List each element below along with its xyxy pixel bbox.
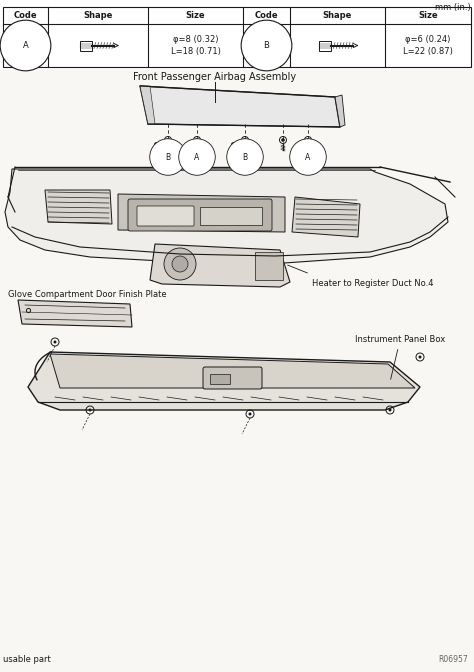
Text: Instrument Panel Box: Instrument Panel Box bbox=[355, 335, 445, 379]
Polygon shape bbox=[335, 95, 345, 127]
Bar bbox=[80, 40, 92, 50]
Text: mm (in.): mm (in.) bbox=[435, 3, 471, 12]
Text: φ=8 (0.32)
L=18 (0.71): φ=8 (0.32) L=18 (0.71) bbox=[171, 35, 220, 56]
Text: Size: Size bbox=[186, 11, 205, 20]
FancyBboxPatch shape bbox=[128, 199, 272, 231]
Text: Shape: Shape bbox=[83, 11, 113, 20]
Text: usable part: usable part bbox=[3, 655, 51, 664]
Circle shape bbox=[172, 256, 188, 272]
Circle shape bbox=[54, 341, 56, 343]
Circle shape bbox=[89, 409, 91, 411]
Bar bbox=[210, 374, 230, 384]
Polygon shape bbox=[45, 190, 112, 224]
Text: A: A bbox=[305, 153, 310, 161]
Text: B: B bbox=[242, 153, 247, 161]
Circle shape bbox=[307, 138, 310, 142]
Text: A: A bbox=[194, 153, 200, 161]
Text: R06957: R06957 bbox=[438, 655, 468, 664]
Text: B: B bbox=[264, 41, 269, 50]
Polygon shape bbox=[140, 86, 340, 127]
Circle shape bbox=[248, 413, 252, 415]
Text: Front Passenger Airbag Assembly: Front Passenger Airbag Assembly bbox=[134, 72, 297, 82]
Polygon shape bbox=[28, 352, 420, 410]
FancyBboxPatch shape bbox=[203, 367, 262, 389]
Polygon shape bbox=[150, 244, 290, 287]
Circle shape bbox=[166, 138, 170, 142]
Bar bbox=[0, 69, 474, 672]
Circle shape bbox=[419, 355, 421, 358]
Polygon shape bbox=[140, 86, 155, 124]
Text: A: A bbox=[23, 41, 28, 50]
FancyBboxPatch shape bbox=[137, 206, 194, 226]
Circle shape bbox=[244, 138, 246, 142]
Circle shape bbox=[164, 248, 196, 280]
Text: Heater to Register Duct No.4: Heater to Register Duct No.4 bbox=[312, 280, 434, 288]
Text: Code: Code bbox=[255, 11, 278, 20]
Text: Shape: Shape bbox=[323, 11, 352, 20]
Text: Size: Size bbox=[418, 11, 438, 20]
Circle shape bbox=[195, 138, 199, 142]
Text: φ=6 (0.24)
L=22 (0.87): φ=6 (0.24) L=22 (0.87) bbox=[403, 35, 453, 56]
Polygon shape bbox=[292, 197, 360, 237]
Polygon shape bbox=[18, 300, 132, 327]
Bar bbox=[255, 252, 283, 280]
Text: Code: Code bbox=[14, 11, 37, 20]
Bar bbox=[3, 7, 471, 67]
Circle shape bbox=[282, 138, 284, 142]
Bar bbox=[200, 207, 262, 225]
Text: B: B bbox=[165, 153, 171, 161]
Circle shape bbox=[389, 409, 392, 411]
Bar bbox=[319, 40, 331, 50]
Polygon shape bbox=[5, 169, 448, 264]
Text: Glove Compartment Door Finish Plate: Glove Compartment Door Finish Plate bbox=[8, 290, 167, 299]
Polygon shape bbox=[50, 354, 415, 388]
Polygon shape bbox=[118, 194, 285, 232]
